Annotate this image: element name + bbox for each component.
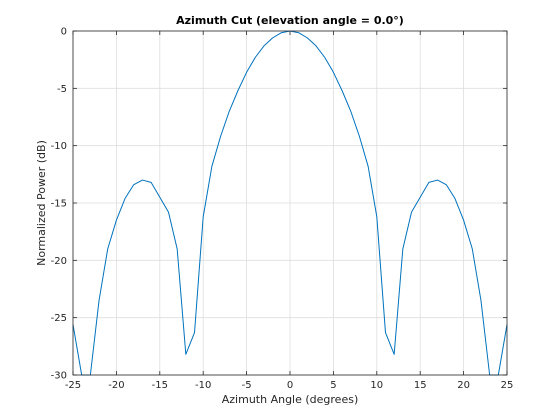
y-tick-label: -20 <box>51 256 67 267</box>
y-tick-label: -5 <box>57 84 67 95</box>
y-tick-label: -10 <box>51 141 67 152</box>
x-tick-label: 5 <box>330 380 336 391</box>
axis-ticks: -25 -20 -15 -10 -5 0 5 10 15 20 250-5-10-15-20-25-… <box>51 27 514 392</box>
x-tick-label: -25 <box>65 380 81 391</box>
chart-title: Azimuth Cut (elevation angle = 0.0°) <box>176 14 404 27</box>
y-tick-label: -15 <box>51 199 67 210</box>
x-tick-label: -20 <box>108 380 124 391</box>
y-tick-label: 0 <box>61 27 67 38</box>
x-tick-label: -15 <box>152 380 168 391</box>
x-tick-label: 15 <box>414 380 427 391</box>
x-tick-label: -5 <box>242 380 252 391</box>
x-tick-label: 25 <box>501 380 514 391</box>
x-axis-title: Azimuth Angle (degrees) <box>222 393 359 406</box>
y-axis-title: Normalized Power (dB) <box>35 140 48 266</box>
x-tick-label: 10 <box>370 380 383 391</box>
y-tick-label: -25 <box>51 313 67 324</box>
x-tick-label: 20 <box>457 380 470 391</box>
y-tick-label: -30 <box>51 371 67 382</box>
x-tick-label: -10 <box>195 380 211 391</box>
x-tick-label: 0 <box>287 380 293 391</box>
